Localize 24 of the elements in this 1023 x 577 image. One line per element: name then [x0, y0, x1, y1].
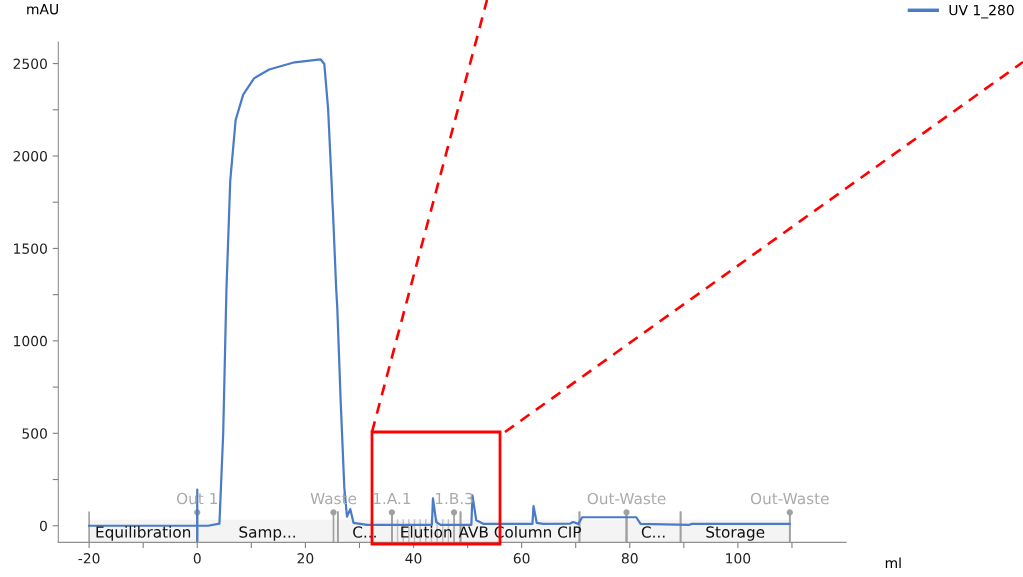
band-label: Elution: [401, 525, 452, 538]
ref-line-label: 1.A.1: [373, 492, 411, 505]
x-axis-title: ml: [885, 557, 901, 568]
x-tick-label: 60: [513, 553, 530, 564]
band-label: Samp...: [239, 526, 295, 541]
y-tick-label: 500: [22, 428, 47, 439]
x-tick-label: 0: [193, 553, 201, 564]
band-label: C...: [641, 526, 665, 538]
y-axis-title: mAU: [27, 4, 58, 15]
band-label: Equilibration: [96, 525, 191, 541]
y-tick-label: 0: [39, 520, 47, 532]
x-tick-label: 20: [297, 553, 314, 564]
x-tick-label: 80: [621, 553, 638, 564]
legend-label: UV 1_280: [949, 4, 1014, 19]
band-label: Storage: [706, 526, 765, 541]
y-tick-label: 2500: [13, 58, 47, 70]
x-tick-label: 40: [405, 553, 422, 564]
ref-line-label: Out-Waste: [587, 492, 666, 505]
y-tick-label: 2000: [13, 150, 47, 162]
x-tick-label: 100: [726, 553, 751, 564]
y-tick-label: 1500: [14, 243, 47, 254]
x-tick-label: -20: [78, 553, 100, 564]
ref-line-label: Out-Waste: [750, 492, 829, 505]
y-tick-label: 1000: [14, 335, 47, 347]
